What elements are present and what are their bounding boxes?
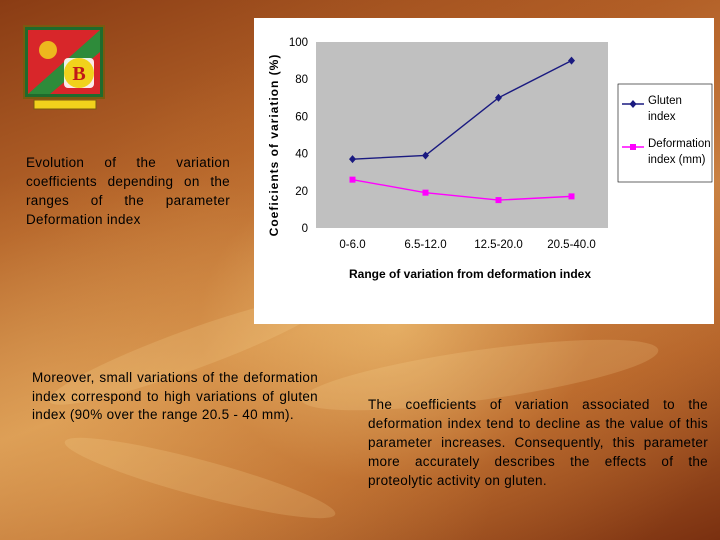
- data-point-diamond: [422, 151, 429, 160]
- legend-marker: [630, 144, 636, 150]
- series-line: [352, 59, 572, 160]
- y-tick-label: 100: [289, 37, 308, 49]
- data-point-diamond: [349, 155, 356, 164]
- legend-label: Gluten index: [648, 95, 682, 123]
- data-point-diamond: [568, 56, 575, 65]
- data-point-square: [568, 193, 575, 200]
- legend-marker: [629, 100, 637, 108]
- chart-legend: Gluten index Deformation index (mm): [617, 83, 713, 183]
- y-tick-label: 40: [295, 149, 308, 161]
- chart-caption: Evolution of the variation coefficients …: [26, 155, 230, 227]
- legend-box: [617, 83, 713, 183]
- legend-label: Deformation index (mm): [648, 138, 711, 166]
- right-paragraph: The coefficients of variation associated…: [368, 397, 708, 488]
- y-tick-label: 80: [295, 74, 308, 86]
- data-point-square: [349, 176, 356, 183]
- institution-logo: B: [20, 22, 108, 112]
- line-chart: 0 20 40 60 80 100 0-6.0 6.5-12.0 12.5-20.0 20.5-…: [267, 37, 713, 281]
- data-point-square: [495, 197, 502, 204]
- x-tick-label: 6.5-12.0: [404, 239, 446, 251]
- x-tick-label: 12.5-20.0: [474, 239, 523, 251]
- logo-letter: B: [72, 63, 85, 85]
- plot-area: [316, 42, 608, 228]
- x-tick-label: 20.5-40.0: [547, 239, 596, 251]
- y-tick-label: 20: [295, 186, 308, 198]
- x-tick-label: 0-6.0: [339, 239, 365, 251]
- series-line: [352, 178, 572, 201]
- data-point-square: [422, 189, 429, 196]
- chart-panel: 0 20 40 60 80 100 0-6.0 6.5-12.0 12.5-20.0 20.5-…: [254, 18, 714, 324]
- y-axis-title: Coeficients of variation (%): [267, 54, 281, 237]
- y-tick-label: 60: [295, 111, 308, 123]
- y-tick-label: 0: [302, 223, 308, 235]
- background-wheat-streak: [60, 424, 340, 532]
- left-paragraph: Moreover, small variations of the deform…: [32, 370, 318, 422]
- data-point-diamond: [495, 93, 502, 102]
- x-axis-title: Range of variation from deformation inde…: [349, 267, 591, 281]
